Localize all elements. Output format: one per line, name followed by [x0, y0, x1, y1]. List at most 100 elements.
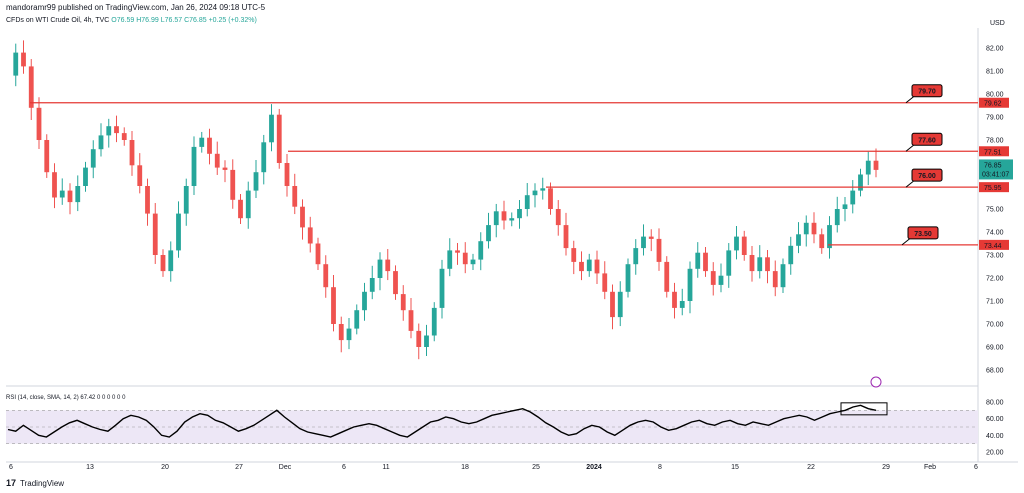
candle-body [354, 310, 360, 329]
time-tick-label: 6 [9, 464, 13, 471]
candle-body [75, 186, 81, 203]
candle-body [36, 107, 42, 140]
candle-body [439, 268, 445, 308]
time-tick-label: 25 [532, 464, 540, 471]
candle-body [602, 273, 608, 292]
rsi-tick-label: 20.00 [986, 450, 1004, 457]
level-callout-box [911, 84, 943, 98]
candle-body [470, 259, 476, 265]
candle-body [594, 259, 600, 274]
price-tick-label: 73.00 [986, 253, 1004, 260]
candle-body [462, 252, 468, 265]
time-tick-label: 29 [882, 464, 890, 471]
candle-body [757, 257, 763, 272]
candle-body [819, 234, 825, 249]
candle-body [121, 133, 127, 140]
candle-body [772, 271, 778, 288]
candle-body [850, 190, 856, 205]
candle-body [509, 218, 515, 221]
candle-body [617, 291, 623, 318]
candle-body [749, 255, 755, 272]
candle-body [67, 190, 73, 203]
candle-body [13, 52, 19, 76]
candle-body [641, 236, 646, 249]
candle-body [765, 257, 770, 272]
level-axis-tag-label: 73.44 [984, 243, 1002, 250]
candle-body [238, 199, 243, 219]
level-axis-tag [979, 182, 1009, 193]
tradingview-mark-icon: 17 [6, 478, 17, 488]
candle-body [400, 294, 406, 311]
level-callout-label: 76.00 [918, 173, 936, 180]
level-callout-box [911, 132, 943, 146]
candle-body [106, 126, 112, 136]
candle-body [168, 250, 174, 272]
candle-body [586, 259, 592, 272]
candle-body [486, 225, 491, 242]
candle-body [385, 259, 391, 272]
candle-body [152, 213, 158, 255]
rsi-tick-label: 60.00 [986, 416, 1004, 423]
candle-body [842, 204, 848, 209]
candle-body [307, 227, 313, 244]
candle-body [834, 209, 840, 226]
candle-body [416, 330, 422, 347]
candle-body [625, 264, 631, 292]
time-tick-label: 6 [342, 464, 346, 471]
candle-body [183, 186, 189, 214]
candle-body [207, 137, 212, 154]
time-tick-label: 18 [461, 464, 469, 471]
candle-body [338, 324, 344, 341]
candle-body [741, 236, 747, 255]
candle-body [52, 172, 57, 198]
time-tick-label: 13 [86, 464, 94, 471]
level-axis-tag-label: 79.62 [984, 101, 1002, 108]
time-tick-label: Dec [279, 464, 292, 471]
candle-body [28, 66, 34, 108]
candle-body [377, 259, 383, 278]
candle-body [214, 153, 220, 168]
candle-body [540, 188, 546, 191]
candle-body [478, 241, 484, 260]
candle-body [83, 167, 88, 186]
price-tick-label: 74.00 [986, 230, 1004, 237]
candle-body [245, 190, 251, 219]
candle-body [803, 222, 809, 235]
candle-body [579, 261, 584, 272]
candle-body [230, 169, 236, 200]
currency-label: USD [990, 20, 1005, 27]
candle-body [447, 250, 453, 269]
price-tick-label: 75.00 [986, 207, 1004, 214]
candle-body [873, 160, 879, 170]
candle-body [90, 149, 96, 168]
candle-body [555, 209, 561, 226]
candle-body [726, 250, 732, 276]
candle-body [734, 236, 739, 251]
time-tick-label: 15 [731, 464, 739, 471]
time-tick-label: 6 [974, 464, 978, 471]
candle-body [517, 209, 522, 219]
price-tick-label: 71.00 [986, 299, 1004, 306]
candle-body [114, 126, 119, 134]
candle-body [610, 291, 615, 318]
candle-body [501, 211, 507, 221]
level-callout-label: 73.50 [914, 231, 932, 238]
candle-body [315, 243, 321, 265]
publisher-line: mandoramr99 published on TradingView.com… [6, 3, 266, 12]
candle-body [664, 261, 670, 292]
candle-body [21, 52, 26, 67]
candle-body [695, 252, 701, 269]
candle-body [176, 213, 181, 251]
time-tick-label: 20 [161, 464, 169, 471]
candle-body [300, 206, 305, 228]
level-axis-tag [979, 146, 1009, 157]
symbol-line: CFDs on WTI Crude Oil, 4h, TVC O76.59 H7… [6, 17, 257, 24]
candle-body [284, 163, 290, 186]
candle-body [811, 222, 817, 235]
candle-body [563, 225, 569, 249]
tradingview-logo: 17 TradingView [6, 478, 64, 488]
candle-body [827, 225, 832, 249]
candle-body [362, 291, 367, 311]
time-tick-label: Feb [924, 464, 936, 471]
